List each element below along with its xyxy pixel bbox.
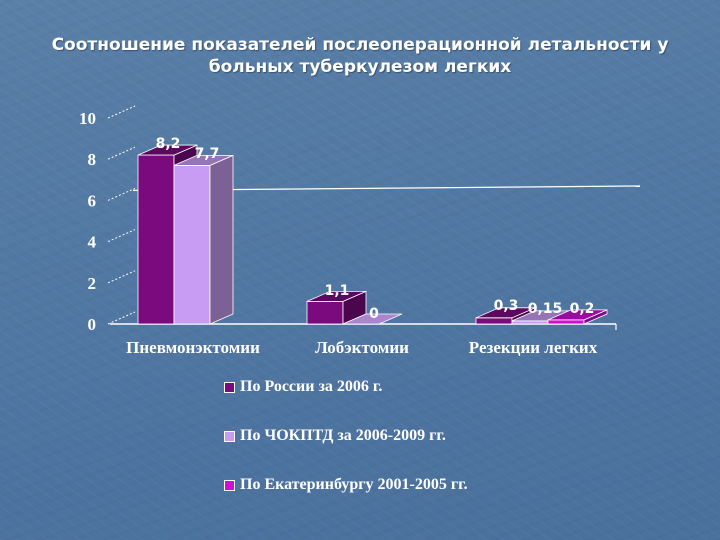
- legend-label: По Екатеринбургу 2001-2005 гг.: [240, 476, 468, 493]
- value-label: 0,3: [494, 298, 519, 314]
- bar-1-1: [342, 313, 403, 325]
- x-category-label: Лобэктомии: [315, 338, 409, 357]
- legend-swatch-icon: [224, 381, 235, 393]
- legend-swatch-icon: [224, 479, 235, 491]
- y-grid-depth-line: [107, 187, 136, 201]
- y-grid-depth-line: [107, 311, 136, 325]
- y-tick-label: 2: [88, 274, 97, 293]
- legend-swatch-icon: [224, 430, 235, 442]
- legend-item: По Екатеринбургу 2001-2005 гг.: [224, 474, 468, 496]
- y-tick-label: 0: [88, 315, 97, 334]
- legend-item: По ЧОКПТД за 2006-2009 гг.: [224, 425, 468, 447]
- value-label: 0,2: [570, 301, 595, 317]
- y-grid-depth-line: [107, 229, 136, 243]
- value-label: 7,7: [195, 146, 220, 162]
- x-category-label: Пневмонэктомии: [126, 338, 260, 357]
- bar-0-1: [173, 154, 234, 325]
- y-tick-label: 4: [88, 233, 97, 252]
- value-label: 0: [369, 306, 379, 322]
- y-grid-depth-line: [107, 105, 136, 119]
- legend-label: По ЧОКПТД за 2006-2009 гг.: [240, 427, 446, 444]
- value-label: 0,15: [528, 301, 563, 317]
- y-grid-depth-line: [107, 146, 136, 160]
- y-tick-label: 6: [88, 191, 97, 210]
- y-tick-label: 10: [79, 109, 96, 128]
- value-label: 8,2: [156, 136, 181, 152]
- value-label: 1,1: [325, 283, 350, 299]
- legend-label: По России за 2006 г.: [240, 378, 383, 395]
- chart-title: Соотношение показателей послеоперационно…: [0, 34, 720, 78]
- bar-2-2: [547, 309, 608, 325]
- y-grid-depth-line: [107, 270, 136, 284]
- chart-legend: По России за 2006 г. По ЧОКПТД за 2006-20…: [224, 376, 468, 523]
- title-line-2: больных туберкулезом легких: [208, 57, 512, 77]
- y-tick-label: 8: [88, 150, 97, 169]
- title-line-1: Соотношение показателей послеоперационно…: [51, 35, 669, 55]
- legend-item: По России за 2006 г.: [224, 376, 468, 398]
- x-category-label: Резекции легких: [469, 338, 598, 357]
